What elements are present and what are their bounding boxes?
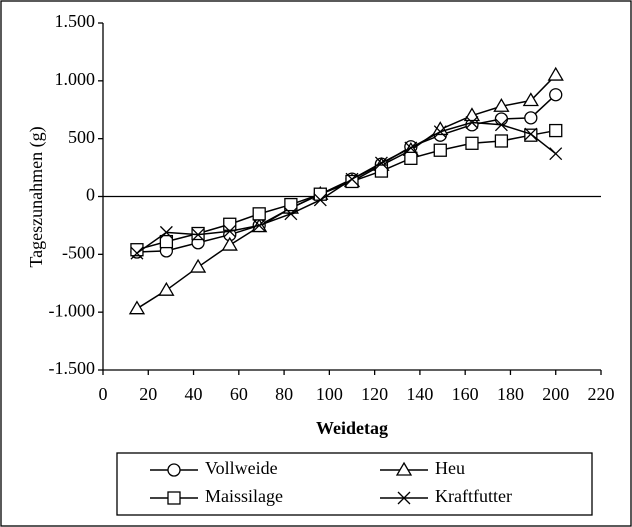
- x-tick-label: 60: [230, 384, 248, 404]
- marker: [522, 92, 539, 107]
- y-tick-label: -1.000: [49, 300, 96, 320]
- y-tick-label: 500: [68, 127, 95, 147]
- marker: [549, 147, 563, 161]
- marker: [494, 118, 508, 132]
- marker: [524, 127, 538, 141]
- marker: [221, 236, 238, 251]
- marker: [167, 491, 181, 505]
- marker: [493, 97, 510, 112]
- marker: [167, 463, 181, 477]
- marker: [494, 112, 509, 126]
- marker: [463, 107, 481, 122]
- marker: [433, 125, 447, 139]
- legend-label: Kraftfutter: [435, 486, 512, 506]
- legend-label: Heu: [435, 458, 465, 478]
- marker: [189, 258, 207, 273]
- marker: [549, 123, 563, 138]
- marker: [549, 88, 563, 102]
- x-tick-label: 160: [452, 384, 479, 404]
- marker: [397, 491, 411, 505]
- marker: [433, 143, 447, 157]
- marker: [395, 461, 413, 476]
- y-tick-label: -1.500: [49, 358, 96, 378]
- marker: [345, 172, 359, 186]
- marker: [374, 156, 388, 170]
- marker: [524, 111, 538, 125]
- x-tick-label: 140: [406, 384, 433, 404]
- marker: [223, 224, 237, 238]
- legend-label: Maissilage: [205, 486, 283, 506]
- legend-label: Vollweide: [205, 458, 278, 478]
- marker: [191, 228, 205, 242]
- x-tick-label: 220: [588, 384, 615, 404]
- marker: [252, 207, 266, 221]
- marker: [284, 207, 298, 221]
- marker: [404, 141, 418, 155]
- legend: [116, 452, 593, 516]
- marker: [524, 128, 538, 142]
- marker: [158, 281, 175, 296]
- marker: [159, 225, 173, 239]
- x-tick-label: 120: [361, 384, 388, 404]
- y-tick-label: 1.500: [55, 11, 96, 31]
- x-axis-label: Weidetag: [316, 418, 388, 438]
- y-axis-label: Tageszunahmen (g): [26, 126, 47, 267]
- y-tick-label: -500: [62, 242, 95, 262]
- marker: [128, 300, 146, 315]
- marker: [345, 174, 359, 189]
- marker: [494, 134, 509, 148]
- y-tick-label: 0: [86, 185, 95, 205]
- y-tick-label: 1.000: [55, 69, 96, 89]
- x-tick-label: 180: [497, 384, 524, 404]
- x-tick-label: 100: [316, 384, 343, 404]
- x-tick-label: 200: [542, 384, 569, 404]
- marker: [374, 164, 389, 178]
- marker: [284, 197, 298, 212]
- x-tick-label: 20: [139, 384, 157, 404]
- marker: [252, 218, 266, 232]
- x-tick-label: 80: [275, 384, 293, 404]
- x-tick-label: 40: [185, 384, 203, 404]
- marker: [404, 151, 418, 165]
- marker: [313, 187, 327, 201]
- x-tick-label: 0: [99, 384, 108, 404]
- marker: [465, 136, 479, 150]
- marker: [159, 234, 174, 249]
- marker: [313, 193, 327, 207]
- marker: [547, 66, 564, 81]
- marker: [465, 116, 479, 129]
- marker: [130, 246, 144, 260]
- marker: [223, 217, 237, 231]
